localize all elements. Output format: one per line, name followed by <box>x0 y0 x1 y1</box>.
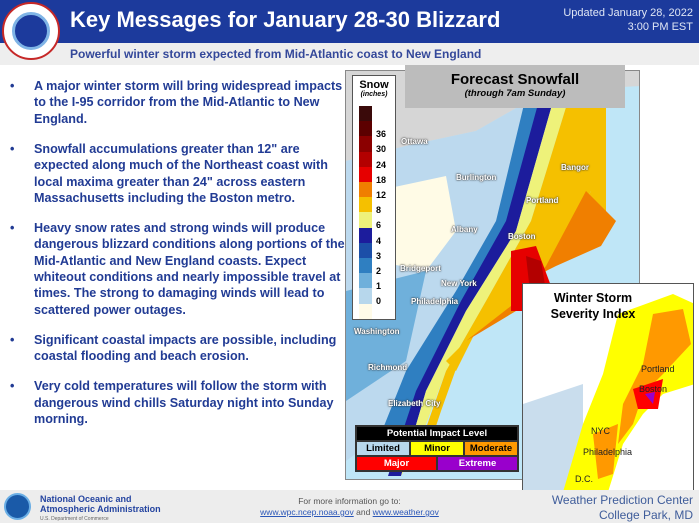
legend-label: 24 <box>376 159 387 170</box>
city-label: Ottawa <box>401 137 428 146</box>
legend-label: 8 <box>376 205 382 216</box>
impact-major: Major <box>356 456 437 471</box>
and-text: and <box>356 507 371 517</box>
legend-swatch <box>359 121 372 137</box>
center-location: College Park, MD <box>598 508 693 522</box>
legend-label: 4 <box>376 235 382 246</box>
impact-moderate: Moderate <box>464 441 518 456</box>
severity-map-graphic <box>523 284 693 490</box>
city-label: Portland <box>641 364 675 374</box>
snowfall-map-graphic <box>346 71 639 476</box>
city-label: Philadelphia <box>583 447 633 457</box>
legend-label: 1 <box>376 281 382 292</box>
forecast-snowfall-map: Ottawa Burlington Bangor Portland Albany… <box>345 70 640 480</box>
impact-legend-title: Potential Impact Level <box>356 426 518 441</box>
legend-swatch <box>359 258 372 274</box>
severity-title: Winter Storm Severity Index <box>533 290 653 322</box>
legend-swatch <box>359 303 372 319</box>
legend-label: 30 <box>376 144 387 155</box>
noaa-name: National Oceanic and Atmospheric Administ… <box>40 494 161 524</box>
city-label: Bridgeport <box>400 264 441 273</box>
org-dept: U.S. Department of Commerce <box>40 516 109 522</box>
city-label: Boston <box>639 384 668 394</box>
city-label: Albany <box>451 225 478 234</box>
wpc-link[interactable]: www.wpc.ncep.noaa.gov <box>260 507 354 517</box>
legend-swatch <box>359 273 372 289</box>
org-line: Atmospheric Administration <box>40 504 161 514</box>
page-title: Key Messages for January 28-30 Blizzard <box>70 7 501 32</box>
legend-label: 2 <box>376 266 382 276</box>
key-message: Very cold temperatures will follow the s… <box>10 378 345 427</box>
impact-minor: Minor <box>410 441 464 456</box>
city-label: Richmond <box>368 363 408 372</box>
city-label: Philadelphia <box>411 297 459 306</box>
legend-label: 0 <box>376 296 382 307</box>
legend-label: 18 <box>376 174 387 185</box>
impact-level-legend: Potential Impact Level Limited Minor Mod… <box>355 425 519 472</box>
key-message: Heavy snow rates and strong winds will p… <box>10 220 345 318</box>
subtitle-bar: Powerful winter storm expected from Mid-… <box>0 43 699 65</box>
header-bar: Key Messages for January 28-30 Blizzard … <box>0 0 699 43</box>
center-name: Weather Prediction Center <box>551 493 693 507</box>
key-messages: A major winter storm will bring widespre… <box>10 78 345 441</box>
more-info-label: For more information go to: <box>298 496 401 506</box>
city-label: Washington <box>354 327 400 336</box>
city-label: Boston <box>508 232 536 241</box>
impact-limited: Limited <box>356 441 410 456</box>
legend-swatch <box>359 182 372 198</box>
legend-title: Snow <box>359 79 389 91</box>
impact-extreme: Extreme <box>437 456 518 471</box>
city-label: Portland <box>526 196 559 205</box>
legend-swatch <box>359 288 372 304</box>
legend-swatch <box>359 166 372 182</box>
severity-index-map: Winter Storm Severity Index Portland Bost… <box>522 283 694 491</box>
key-message: Snowfall accumulations greater than 12" … <box>10 141 345 207</box>
severity-title-2: Severity Index <box>550 307 636 321</box>
legend-swatch <box>359 242 372 258</box>
footer <box>0 490 699 523</box>
more-info: For more information go to: www.wpc.ncep.… <box>0 496 699 518</box>
legend-swatch <box>359 136 372 152</box>
legend-swatch <box>359 106 372 122</box>
nws-logo <box>2 2 60 60</box>
city-label: New York <box>441 279 477 288</box>
updated-time: Updated January 28, 2022 3:00 PM EST <box>563 6 693 34</box>
legend-label: 36 <box>376 129 387 140</box>
severity-title-1: Winter Storm <box>553 291 633 305</box>
wpc-info: Weather Prediction Center College Park, M… <box>552 493 693 523</box>
city-label: D.C. <box>575 474 593 484</box>
legend-swatch <box>359 197 372 213</box>
snow-legend: Snow (inches) 36 30 24 18 12 8 6 4 3 2 1 0 <box>352 75 396 320</box>
city-label: Elizabeth City <box>388 399 441 408</box>
legend-label: 12 <box>376 190 387 200</box>
key-message: Significant coastal impacts are possible… <box>10 332 345 365</box>
updated-hour: 3:00 PM EST <box>627 21 693 33</box>
org-line: National Oceanic and <box>40 494 132 504</box>
noaa-logo <box>4 493 31 520</box>
legend-swatch <box>359 212 372 228</box>
legend-swatch <box>359 227 372 243</box>
map-title: Forecast Snowfall <box>450 71 580 88</box>
key-message: A major winter storm will bring widespre… <box>10 78 345 127</box>
updated-date: Updated January 28, 2022 <box>563 7 693 19</box>
city-label: NYC <box>591 426 611 436</box>
legend-label: 3 <box>376 250 382 261</box>
map-subtitle: (through 7am Sunday) <box>464 88 566 99</box>
snowfall-map-title: Forecast Snowfall (through 7am Sunday) <box>405 65 625 108</box>
city-label: Bangor <box>561 163 589 172</box>
city-label: Burlington <box>456 173 497 182</box>
weather-gov-link[interactable]: www.weather.gov <box>372 507 439 517</box>
legend-label: 6 <box>376 220 382 231</box>
legend-unit: (inches) <box>360 91 388 98</box>
subtitle: Powerful winter storm expected from Mid-… <box>70 47 482 61</box>
legend-swatch <box>359 151 372 167</box>
